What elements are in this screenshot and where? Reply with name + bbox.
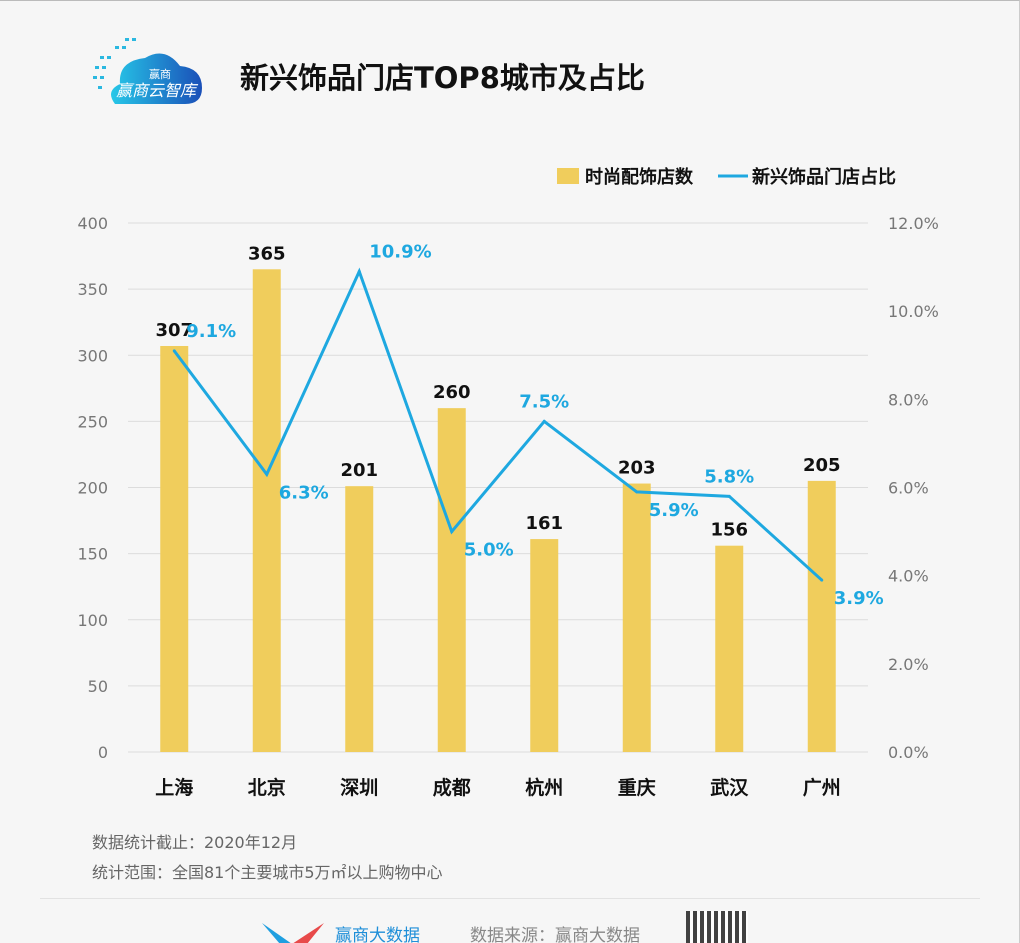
brand-logo-icon (262, 923, 324, 943)
bar-value-label: 161 (525, 513, 563, 534)
bar-value-label: 205 (803, 455, 841, 476)
category-label: 成都 (433, 776, 471, 799)
bar (807, 480, 836, 752)
bar (437, 408, 466, 752)
line-point (357, 269, 361, 273)
bar-value-label: 307 (155, 320, 193, 341)
right-tick-label: 4.0% (888, 567, 929, 586)
legend-bar-label: 时尚配饰店数 (585, 166, 694, 188)
bar (622, 483, 651, 752)
bar (345, 486, 374, 752)
legend-bar-swatch (557, 168, 579, 184)
line-point (450, 530, 454, 534)
line-value-label: 7.5% (519, 391, 569, 412)
line-point (265, 472, 269, 476)
left-tick-label: 0 (98, 743, 108, 762)
bar-value-label: 365 (248, 243, 286, 264)
line-value-label: 5.8% (704, 466, 754, 487)
left-tick-label: 50 (88, 677, 108, 696)
left-tick-label: 300 (77, 346, 108, 365)
left-tick-label: 250 (77, 412, 108, 431)
bar (160, 345, 189, 752)
category-label: 重庆 (618, 776, 656, 799)
bar-value-label: 201 (340, 460, 378, 481)
footer-brand: 赢商大数据 (335, 926, 420, 943)
bar-value-label: 156 (710, 520, 748, 541)
bar (252, 269, 281, 752)
bar-value-label: 260 (433, 382, 471, 403)
right-tick-label: 12.0% (888, 214, 939, 233)
left-tick-label: 150 (77, 545, 108, 564)
category-label: 广州 (803, 776, 841, 799)
line-point (727, 494, 731, 498)
note-date: 数据统计截止：2020年12月 (92, 833, 298, 852)
footer-source: 数据来源：赢商大数据 (470, 926, 640, 943)
line-point (542, 419, 546, 423)
right-tick-label: 6.0% (888, 479, 929, 498)
left-tick-label: 100 (77, 611, 108, 630)
line-series (173, 267, 823, 582)
left-tick-label: 400 (77, 214, 108, 233)
chart: 0 50 100 150 200 250 300 350 400 0.0% 2.0% 4.0% 6.0%… (77, 166, 939, 799)
right-tick-label: 2.0% (888, 655, 929, 674)
category-label: 杭州 (525, 776, 563, 799)
line-value-label: 10.9% (369, 241, 431, 262)
right-tick-label: 10.0% (888, 302, 939, 321)
qr-code[interactable] (686, 911, 748, 943)
right-tick-label: 8.0% (888, 390, 929, 409)
logo-cloud-icon: 赢商 赢商云智库 (93, 38, 202, 104)
category-label: 上海 (155, 776, 193, 799)
bar-value-label: 203 (618, 458, 656, 479)
left-tick-label: 350 (77, 280, 108, 299)
bar (530, 539, 559, 752)
line-value-label: 3.9% (834, 588, 884, 609)
line-value-label: 9.1% (186, 321, 236, 342)
page-title: 新兴饰品门店TOP8城市及占比 (240, 61, 645, 95)
category-label: 北京 (248, 776, 286, 799)
logo-text-small: 赢商 (149, 67, 171, 81)
divider (40, 898, 980, 899)
line-value-label: 5.9% (649, 500, 699, 521)
line-point (820, 578, 824, 582)
line-point (635, 490, 639, 494)
note-scope: 统计范围：全国81个主要城市5万㎡以上购物中心 (92, 863, 443, 882)
line-value-label: 5.0% (464, 540, 514, 561)
line-value-label: 6.3% (279, 482, 329, 503)
legend-line-label: 新兴饰品门店占比 (752, 166, 896, 188)
right-tick-label: 0.0% (888, 743, 929, 762)
category-label: 武汉 (710, 777, 749, 799)
left-tick-label: 200 (77, 479, 108, 498)
logo-text: 赢商云智库 (116, 81, 199, 100)
bar (715, 545, 744, 752)
line-point (172, 349, 176, 353)
category-label: 深圳 (340, 776, 378, 799)
